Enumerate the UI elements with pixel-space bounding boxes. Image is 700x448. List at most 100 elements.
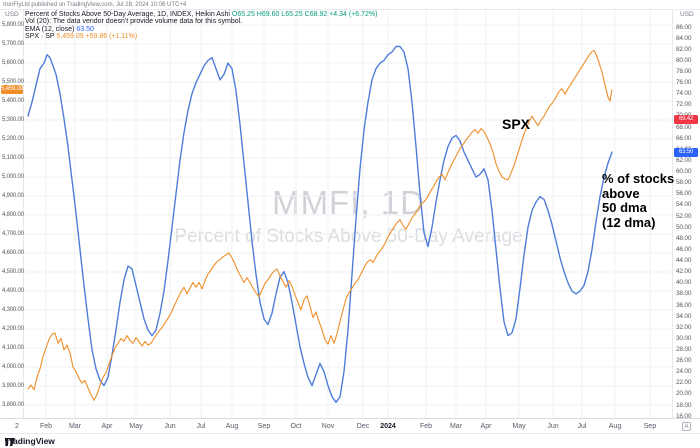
time-tick-label: 2 [15,423,19,430]
right-axis-label: 56.00 [676,190,692,198]
left-axis-label: 3,800.00 [2,402,24,408]
left-axis-label: 5,000.00 [2,174,24,180]
time-tick-label: Feb [419,423,433,430]
series-line-1 [27,49,613,401]
left-axis-label: 4,900.00 [2,193,24,199]
left-axis-label: 4,600.00 [2,250,24,256]
right-axis-label: 84.00 [676,34,692,42]
time-tick-label: Nov [321,423,335,430]
right-axis-label: 38.00 [676,290,692,298]
tradingview-logo-text: TradingView [5,436,55,446]
time-tick-label: Aug [225,423,239,430]
right-axis-label: 42.00 [676,268,692,276]
right-axis-label: 32.00 [676,323,692,331]
left-axis-label: 5,700.00 [2,41,24,47]
right-axis-label: 40.00 [676,279,692,287]
right-axis-label: 78.00 [676,67,692,75]
time-axis-a-badge[interactable]: A [682,422,691,431]
footer: TradingView [0,433,700,448]
legend-ema-row: EMA (12, close) 63.50 [25,26,377,33]
left-axis-label: 4,300.00 [2,307,24,313]
legend-ema-title: EMA (12, close) [25,25,75,33]
tradingview-logo[interactable]: TradingView [5,436,55,446]
time-tick-label: 2024 [380,423,396,430]
series-line-0 [27,45,613,403]
right-axis-label: 62.00 [676,156,692,164]
right-axis-label: 46.00 [676,245,692,253]
right-axis-label: 22.00 [676,379,692,387]
right-axis-border [672,10,673,433]
time-tick-label: Apr [101,423,113,430]
right-axis-label: 20.00 [676,390,692,398]
legend-spx-row: SPX · SP 5,459.09 +59.86 (+1.11%) [25,33,377,40]
left-axis-label: 4,800.00 [2,212,24,218]
left-axis-label: 4,200.00 [2,326,24,332]
right-axis-label: 52.00 [676,212,692,220]
right-axis-label: 60.00 [676,168,692,176]
time-tick-label: May [512,423,526,430]
chart-pane[interactable] [25,10,671,418]
left-axis-label: 4,000.00 [2,364,24,370]
legend-volume-text: Vol (20): The data vendor doesn't provid… [25,18,243,26]
legend-main-series-ohlc: O65.25 H69.60 L65.25 C68.92 +4.34 (+6.72… [231,11,378,18]
pct-stocks-annotation: % of stocks above 50 dma (12 dma) [602,171,675,231]
left-axis-label: 5,800.00 [2,22,24,28]
left-axis-label: 5,300.00 [2,117,24,123]
time-tick-label: Jul [577,423,587,430]
legend-main-series-row: Percent of Stocks Above 50-Day Average, … [25,11,377,18]
left-axis-label: 5,500.00 [2,79,24,85]
time-tick-label: Feb [39,423,53,430]
right-axis-label: 80.00 [676,56,692,64]
left-axis-unit: USD [5,11,19,18]
right-axis-label: 30.00 [676,334,692,342]
time-tick-label: May [129,423,143,430]
spx-last-price-badge: 5,459.09 [1,85,23,94]
time-tick-label: Aug [608,423,622,430]
tradingview-logo-icon [5,438,15,446]
legend-main-series-title: Percent of Stocks Above 50-Day Average, … [25,11,230,18]
right-axis-label: 58.00 [676,179,692,187]
time-tick-label: Jul [196,423,206,430]
legend-spx-title: SPX · SP [25,33,55,41]
left-axis-label: 4,500.00 [2,269,24,275]
publish-bar: IronFlyLtd published on TradingView.com,… [0,0,700,10]
right-axis-label: 82.00 [676,45,692,53]
right-axis-unit: USD [680,11,694,18]
right-axis-label: 86.00 [676,23,692,31]
left-axis-label: 5,100.00 [2,155,24,161]
time-tick-label: Apr [480,423,492,430]
right-axis-label: 28.00 [676,345,692,353]
time-tick-label: Jun [164,423,176,430]
right-axis-label: 72.00 [676,101,692,109]
right-axis-label: 44.00 [676,257,692,265]
time-tick-label: Sep [257,423,271,430]
right-axis-label: 34.00 [676,312,692,320]
left-axis-label: 4,100.00 [2,345,24,351]
right-axis-label: 16.00 [676,412,692,420]
right-axis-label: 24.00 [676,368,692,376]
right-axis-label: 66.00 [676,134,692,142]
left-axis-border [23,10,24,433]
spx-annotation: SPX [502,116,531,132]
legend-ema-value: 63.50 [76,25,94,33]
time-tick-label: Mar [68,423,82,430]
time-axis[interactable]: A 2 Feb Mar Apr May Jun Jul Aug Sep Oct Nov Dec 2024… [0,418,700,434]
right-axis-label: 76.00 [676,79,692,87]
legend-volume-row: Vol (20): The data vendor doesn't provid… [25,18,377,25]
time-tick-label: Jun [547,423,559,430]
left-axis-label: 5,600.00 [2,60,24,66]
time-tick-label: Dec [356,423,370,430]
right-axis-label: 54.00 [676,201,692,209]
left-price-axis[interactable]: 5,800.00 5,700.00 5,600.00 5,500.00 5,400.00… [0,10,24,433]
ema-value-badge: 63.50 [674,148,698,157]
left-axis-label: 5,200.00 [2,136,24,142]
left-axis-label: 4,700.00 [2,231,24,237]
left-axis-label: 4,400.00 [2,288,24,294]
right-axis-label: 48.00 [676,234,692,242]
right-axis-label: 18.00 [676,401,692,409]
legend: Percent of Stocks Above 50-Day Average, … [25,11,377,41]
right-axis-label: 26.00 [676,357,692,365]
right-price-axis[interactable]: 86.00 84.00 82.00 80.00 78.00 76.00 74.00 72.00… [673,10,697,433]
legend-spx-value: 5,459.09 +59.86 (+1.11%) [56,33,138,41]
right-axis-label: 68.00 [676,123,692,131]
